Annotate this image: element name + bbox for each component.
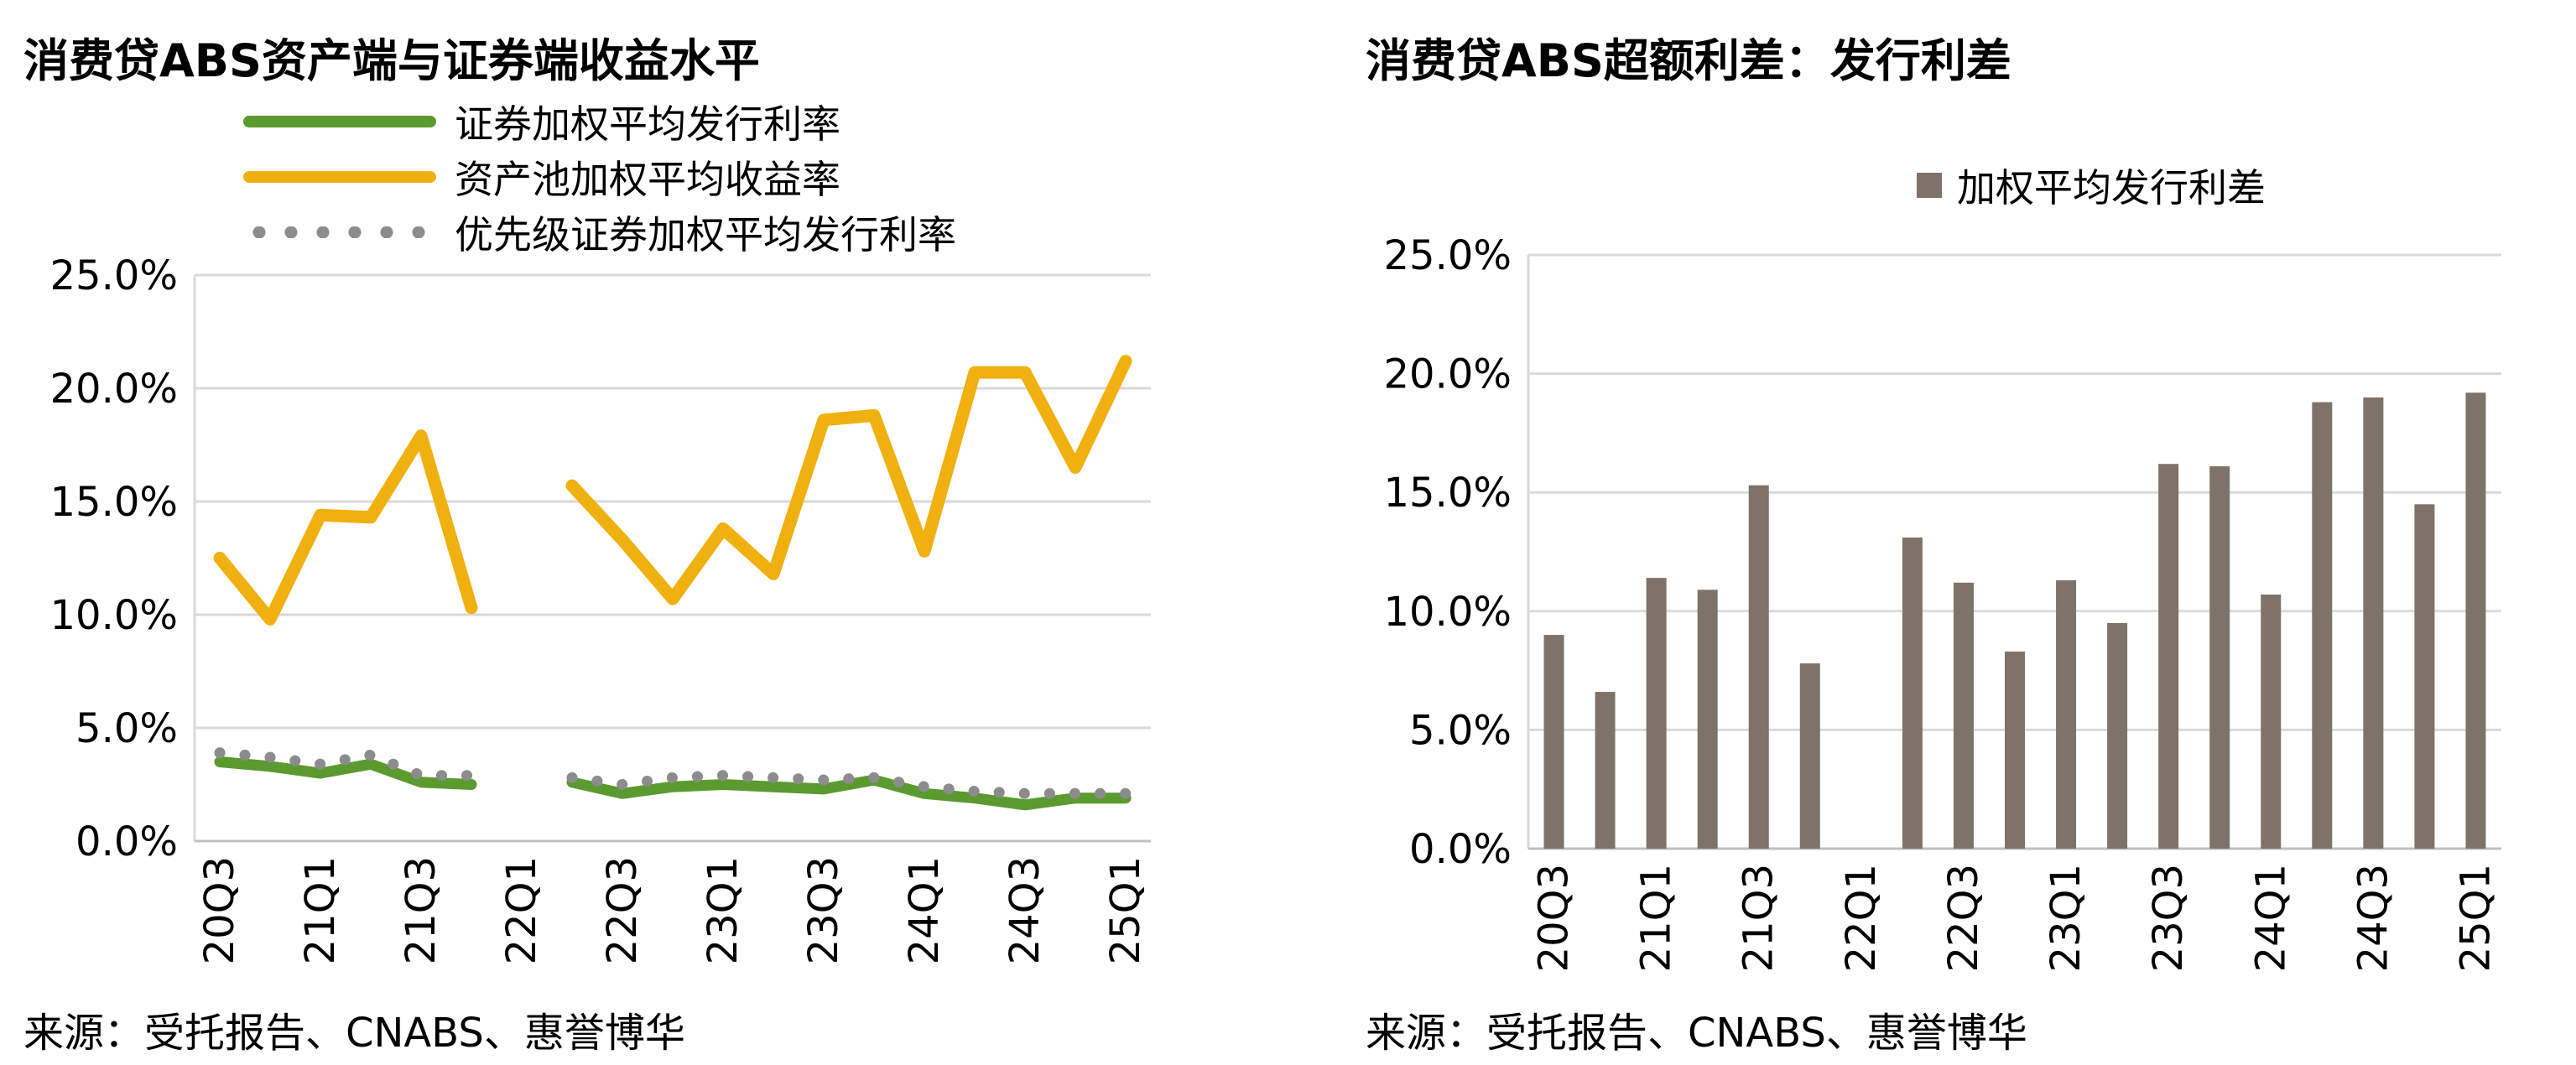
left-chart-y-tick-label: 20.0% (50, 366, 178, 413)
left-chart-x-tick-label: 21Q1 (297, 856, 344, 964)
legend-item-spread: 加权平均发行利差 (1917, 158, 2266, 213)
right-chart-panel: 消费贷ABS超额利差：发行利差 加权平均发行利差 25.0% 20.0% 15.0%… (1342, 0, 2576, 1065)
bar-spread (1799, 663, 1820, 849)
legend-label: 证券加权平均发行利率 (455, 101, 840, 147)
left-chart-y-tick-label: 10.0% (50, 592, 178, 639)
bar-spread (1697, 590, 1718, 849)
bar-spread (2363, 397, 2384, 849)
right-bar-chart: 25.0% 20.0% 15.0% 10.0% 5.0% 0.0% 20Q3 21Q1 21Q3… (1384, 232, 2501, 972)
left-chart-y-tick-label: 15.0% (50, 479, 178, 526)
left-chart-x-tick-label: 23Q3 (800, 856, 847, 964)
bar-spread (2005, 651, 2025, 849)
series-line-issue-rate (566, 774, 1132, 811)
right-chart-x-tick-label: 20Q3 (1531, 864, 1578, 972)
left-chart-x-tick-label: 22Q1 (498, 856, 545, 964)
bar-spread (2209, 466, 2230, 849)
legend-item-issue-rate: 证券加权平均发行利率 (243, 94, 956, 149)
series-line-senior-rate (566, 770, 1132, 799)
right-chart-y-tick-label: 0.0% (1409, 826, 1512, 873)
left-chart-y-tick-label: 25.0% (50, 252, 178, 299)
right-chart-title: 消费贷ABS超额利差：发行利差 (1366, 34, 2011, 87)
left-chart-x-tick-label: 25Q1 (1102, 856, 1149, 964)
left-chart-y-tick-label: 0.0% (75, 818, 178, 865)
bar-spread (1902, 538, 1923, 849)
right-chart-y-tick-label: 20.0% (1384, 351, 1512, 398)
bar-spread (1646, 578, 1667, 849)
left-source-note: 来源：受托报告、CNABS、惠誉博华 (23, 1010, 685, 1057)
left-chart-title: 消费贷ABS资产端与证券端收益水平 (23, 34, 760, 87)
legend-swatch-yellow-line (243, 171, 436, 183)
legend-label: 资产池加权平均收益率 (455, 157, 840, 202)
left-chart-panel: 消费贷ABS资产端与证券端收益水平 证券加权平均发行利率 资产池加权平均收益率 … (23, 34, 1151, 1057)
bar-spread (2261, 594, 2282, 849)
bar-spread (2312, 402, 2333, 849)
series-line-pool-yield (213, 429, 478, 626)
legend-item-pool-yield: 资产池加权平均收益率 (243, 149, 956, 205)
left-chart-legend: 证券加权平均发行利率 资产池加权平均收益率 优先级证券加权平均发行利率 (243, 94, 956, 260)
right-chart-x-tick-label: 22Q3 (1940, 864, 1987, 972)
series-line-pool-yield (565, 355, 1132, 605)
bar-spread (2414, 504, 2435, 849)
right-source-note: 来源：受托报告、CNABS、惠誉博华 (1366, 1010, 2027, 1057)
legend-label: 优先级证券加权平均发行利率 (455, 212, 956, 257)
right-chart-y-tick-label: 5.0% (1409, 707, 1512, 754)
left-chart-y-tick-label: 5.0% (75, 705, 178, 752)
bar-spread (2465, 392, 2486, 849)
left-chart-x-tick-label: 20Q3 (196, 856, 243, 964)
left-chart-x-tick-label: 24Q1 (901, 856, 948, 964)
right-chart-x-tick-label: 24Q3 (2350, 864, 2396, 972)
right-chart-x-tick-label: 23Q1 (2043, 864, 2089, 972)
series-line-senior-rate (214, 747, 477, 782)
bar-spread (1595, 692, 1616, 849)
left-line-chart: 25.0% 20.0% 15.0% 10.0% 5.0% 0.0% 20Q3 21Q1 21Q3… (50, 252, 1151, 964)
right-chart-x-tick-label: 24Q1 (2247, 864, 2294, 972)
right-chart-x-tick-label: 21Q1 (1633, 864, 1680, 972)
right-chart-x-tick-label: 22Q1 (1838, 864, 1885, 972)
bar-spread (1953, 582, 1974, 849)
left-chart-x-tick-label: 23Q1 (700, 856, 747, 964)
legend-swatch-green-line (243, 116, 436, 127)
legend-label: 加权平均发行利差 (1957, 165, 2266, 210)
bar-spread (2056, 579, 2077, 849)
right-chart-y-tick-label: 15.0% (1384, 470, 1512, 517)
left-chart-x-tick-label: 22Q3 (599, 856, 646, 964)
right-chart-x-tick-label: 21Q3 (1736, 864, 1782, 972)
left-chart-x-tick-label: 24Q3 (1002, 856, 1049, 964)
right-chart-legend: 加权平均发行利差 (1917, 158, 2266, 213)
legend-swatch-gray-dots (243, 226, 436, 238)
series-line-issue-rate (214, 756, 477, 790)
right-chart-x-tick-label: 23Q3 (2145, 864, 2192, 972)
legend-swatch-bar (1917, 173, 1942, 198)
bar-spread (2158, 464, 2179, 849)
right-chart-x-tick-label: 25Q1 (2452, 864, 2499, 972)
bar-spread (1543, 635, 1564, 849)
right-chart-y-tick-label: 10.0% (1384, 589, 1512, 636)
bar-spread (1748, 485, 1769, 849)
bar-spread (2107, 622, 2128, 849)
left-chart-x-tick-label: 21Q3 (398, 856, 445, 964)
right-chart-y-tick-label: 25.0% (1384, 232, 1512, 279)
legend-item-senior-rate: 优先级证券加权平均发行利率 (243, 205, 956, 260)
